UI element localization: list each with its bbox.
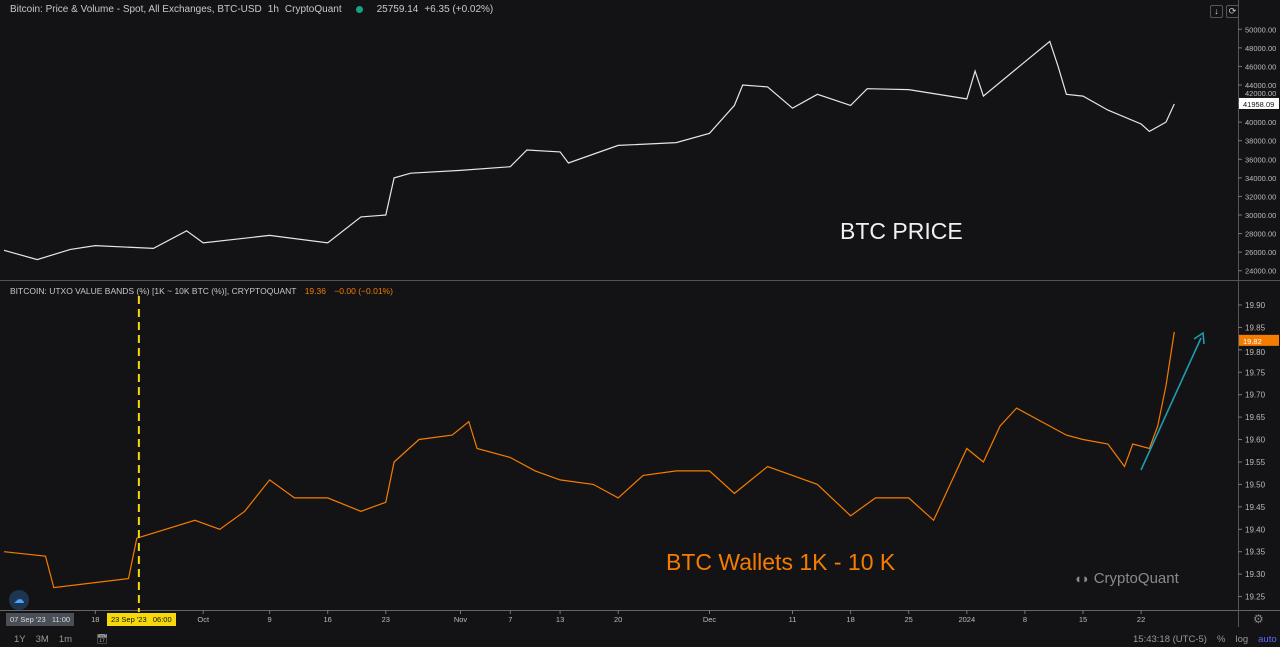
y-tick-label: 19.55: [1245, 458, 1266, 467]
y-tick-label: 30000.00: [1245, 211, 1276, 220]
x-tick-label: 25: [905, 615, 913, 624]
trend-arrow-head: [1193, 331, 1205, 345]
range-selector: 1Y 3M 1m 📅︎: [14, 634, 108, 645]
source: CryptoQuant: [284, 4, 342, 15]
auto-toggle[interactable]: auto: [1258, 634, 1277, 645]
indicator-header: BITCOIN: UTXO VALUE BANDS (%) [1K ~ 10K …: [10, 286, 393, 296]
y-tick-label: 19.60: [1245, 436, 1266, 445]
interval[interactable]: 1h: [267, 4, 279, 15]
x-tick-label: 16: [324, 615, 332, 624]
y-tick-label: 19.40: [1245, 525, 1266, 534]
indicator-title: BITCOIN: UTXO VALUE BANDS (%) [1K ~ 10K …: [10, 286, 297, 296]
crosshair-date-label: 23 Sep '23 06:00: [107, 613, 176, 626]
series-title: Bitcoin: Price & Volume - Spot, All Exch…: [10, 4, 262, 15]
indicator-annotation: BTC Wallets 1K - 10 K: [666, 549, 896, 575]
x-tick-label: 2024: [958, 615, 975, 624]
y-tick-label: 19.75: [1245, 368, 1266, 377]
percent-toggle[interactable]: %: [1217, 634, 1226, 645]
y-tick-label: 50000.00: [1245, 25, 1276, 34]
x-tick-label: 23: [382, 615, 390, 624]
x-tick-label: 18: [846, 615, 854, 624]
x-tick-label: Nov: [454, 615, 468, 624]
clock: 15:43:18 (UTC-5): [1133, 634, 1207, 645]
x-tick-label: 11: [789, 615, 797, 624]
x-tick-label: 20: [614, 615, 622, 624]
last-value-label: 19.82: [1243, 337, 1262, 346]
range-1y[interactable]: 1Y: [14, 634, 26, 645]
last-price: 25759.14: [376, 4, 419, 15]
y-tick-label: 19.45: [1245, 503, 1266, 512]
x-tick-label: 22: [1137, 615, 1145, 624]
y-tick-label: 26000.00: [1245, 248, 1276, 257]
logo-icon: ◖◗: [1074, 571, 1090, 586]
y-tick-label: 28000.00: [1245, 230, 1276, 239]
price-line: [3, 40, 1175, 261]
range-3m[interactable]: 3M: [35, 634, 49, 645]
y-tick-label: 40000.00: [1245, 118, 1276, 127]
x-tick-label: 13: [556, 615, 564, 624]
status-dot-icon: [355, 6, 363, 13]
logo-cloud-icon[interactable]: ☁: [9, 590, 29, 610]
y-tick-label: 34000.00: [1245, 174, 1276, 183]
price-change: +6.35 (+0.02%): [424, 4, 494, 15]
scale-options: % log auto: [1217, 634, 1277, 645]
y-tick-label: 19.25: [1245, 593, 1266, 602]
log-toggle[interactable]: log: [1235, 634, 1249, 645]
chart-header: Bitcoin: Price & Volume - Spot, All Exch…: [10, 4, 493, 15]
x-tick-label: 15: [1079, 615, 1087, 624]
y-tick-label: 19.50: [1245, 480, 1266, 489]
y-tick-label: 19.85: [1245, 323, 1266, 332]
y-tick-label: 42000.00: [1245, 89, 1276, 98]
calendar-icon[interactable]: 📅︎: [96, 634, 109, 645]
indicator-line: [3, 331, 1175, 589]
y-tick-label: 46000.00: [1245, 62, 1276, 71]
indicator-last: 19.36: [304, 286, 326, 296]
y-tick-label: 48000.00: [1245, 44, 1276, 53]
y-tick-label: 19.70: [1245, 391, 1266, 400]
price-annotation: BTC PRICE: [840, 218, 963, 244]
indicator-change: −0.00 (−0.01%): [334, 286, 393, 296]
y-tick-label: 44000.00: [1245, 81, 1276, 90]
last-value-badge: [1239, 97, 1279, 109]
range-1m[interactable]: 1m: [58, 634, 73, 645]
x-tick-label: Dec: [703, 615, 717, 624]
x-tick-label: 8: [1023, 615, 1027, 624]
last-value-label: 41958.09: [1243, 100, 1274, 109]
x-tick-label: 9: [268, 615, 272, 624]
download-icon[interactable]: ↓: [1210, 5, 1223, 18]
x-tick-label: Oct: [197, 615, 210, 624]
refresh-icon[interactable]: ⟳: [1226, 5, 1239, 18]
watermark: ◖◗ CryptoQuant: [1074, 570, 1179, 587]
gear-icon[interactable]: ⚙: [1253, 612, 1264, 626]
y-tick-label: 19.35: [1245, 548, 1266, 557]
y-tick-label: 38000.00: [1245, 137, 1276, 146]
range-start-label: 07 Sep '23 11:00: [6, 613, 75, 626]
trend-arrow: [1140, 337, 1202, 471]
y-tick-label: 36000.00: [1245, 155, 1276, 164]
watermark-text: CryptoQuant: [1093, 570, 1179, 587]
y-tick-label: 24000.00: [1245, 267, 1276, 276]
y-tick-label: 19.30: [1245, 570, 1266, 579]
x-tick-label: 18: [91, 615, 99, 624]
last-value-badge: [1239, 334, 1279, 346]
y-tick-label: 19.80: [1245, 348, 1266, 357]
y-tick-label: 32000.00: [1245, 192, 1276, 201]
x-tick-label: 7: [508, 615, 512, 624]
y-tick-label: 19.90: [1245, 301, 1266, 310]
y-tick-label: 19.65: [1245, 413, 1266, 422]
